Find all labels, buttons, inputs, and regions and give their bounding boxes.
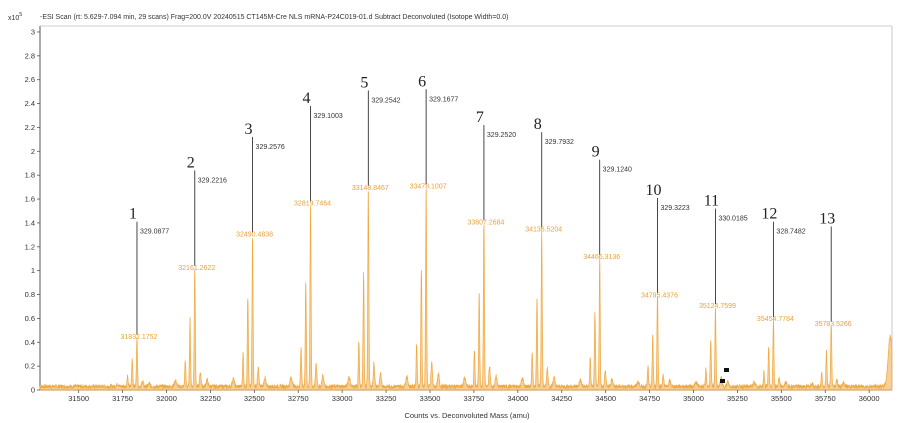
- peak-number-8: 8: [534, 116, 542, 133]
- cursor-marker-upper: [724, 368, 729, 372]
- y-tick-label: 1.6: [25, 195, 35, 204]
- x-axis-label: Counts vs. Deconvoluted Mass (amu): [404, 411, 530, 420]
- x-tick-label: 32750: [288, 394, 309, 403]
- peak-number-11: 11: [704, 193, 719, 210]
- peak-mass-4: 32819.7464: [294, 200, 331, 207]
- y-tick-label: 1.4: [25, 218, 35, 227]
- x-tick-label: 31500: [68, 394, 89, 403]
- peak-mass-3: 32490.4838: [236, 231, 273, 238]
- peak-mass-9: 34466.3136: [583, 254, 620, 261]
- peak-delta-5: 329.2542: [371, 97, 400, 104]
- peak-mass-11: 35124.7599: [699, 303, 736, 310]
- x-tick-label: 34250: [551, 394, 572, 403]
- y-tick-label: 1.8: [25, 171, 35, 180]
- peak-delta-8: 329.7932: [545, 139, 574, 146]
- x-tick-label: 33750: [463, 394, 484, 403]
- y-tick-label: 2.8: [25, 51, 35, 60]
- y-tick-label: 0.4: [25, 338, 35, 347]
- peak-number-2: 2: [187, 154, 195, 171]
- peak-number-10: 10: [645, 182, 661, 199]
- peak-number-12: 12: [761, 206, 777, 223]
- x-tick-label: 34000: [507, 394, 528, 403]
- y-tick-label: 0.8: [25, 290, 35, 299]
- cursor-markers: [720, 368, 729, 383]
- peak-number-13: 13: [819, 210, 835, 227]
- y-tick-label: 2.2: [25, 123, 35, 132]
- peak-mass-8: 34136.5204: [525, 227, 562, 234]
- peak-delta-12: 328.7482: [776, 229, 805, 236]
- peak-delta-2: 329.2216: [198, 177, 227, 184]
- spectrum-trace-path: [39, 188, 893, 391]
- chart-title: -ESI Scan (rt: 5.629-7.094 min, 29 scans…: [40, 14, 508, 21]
- x-tick-label: 36000: [859, 394, 880, 403]
- y-tick-label: 1: [31, 266, 35, 275]
- spectrum-trace: [39, 188, 893, 391]
- peak-mass-6: 33478.1007: [410, 184, 447, 191]
- x-tick-label: 34500: [595, 394, 616, 403]
- y-tick-label: 2.6: [25, 75, 35, 84]
- peak-delta-10: 329.3223: [660, 205, 689, 212]
- y-tick-label: 0.2: [25, 362, 35, 371]
- peak-delta-3: 329.2576: [256, 144, 285, 151]
- y-tick-label: 0.6: [25, 314, 35, 323]
- peak-delta-6: 329.1677: [429, 96, 458, 103]
- peak-number-7: 7: [476, 109, 484, 126]
- peak-annotations: 1329.087731832.17522329.221632161.262233…: [120, 73, 851, 341]
- y-tick-label: 1.2: [25, 242, 35, 251]
- x-tick-label: 31750: [112, 394, 133, 403]
- peak-number-1: 1: [129, 206, 137, 223]
- peak-mass-10: 34795.4376: [641, 292, 678, 299]
- x-tick-label: 32250: [200, 394, 221, 403]
- peak-delta-1: 329.0877: [140, 229, 169, 236]
- x-tick-label: 35500: [771, 394, 792, 403]
- x-tick-label: 35000: [683, 394, 704, 403]
- peak-mass-2: 32161.2622: [178, 265, 215, 272]
- y-tick-label: 3: [31, 27, 35, 36]
- x-tick-label: 32000: [156, 394, 177, 403]
- y-tick-label: 2: [31, 147, 35, 156]
- peak-delta-11: 330.0185: [718, 216, 747, 223]
- peak-delta-4: 329.1003: [314, 113, 343, 120]
- x-tick-label: 35250: [727, 394, 748, 403]
- peak-number-5: 5: [360, 74, 368, 91]
- axis-ticks: 0 0.2 0.4 0.6 0.8 1 1.2 1.4 1.6 1.8 2 2.2 2.4 2.6 2.8 3…: [25, 27, 880, 403]
- cursor-marker-lower: [720, 379, 725, 383]
- peak-mass-7: 33807.2684: [467, 219, 504, 226]
- peak-number-4: 4: [303, 90, 311, 107]
- y-tick-label: 2.4: [25, 99, 35, 108]
- y-scale-label: x105: [8, 12, 22, 22]
- peak-delta-7: 329.2520: [487, 132, 516, 139]
- peak-mass-1: 31832.1752: [120, 334, 157, 341]
- peak-mass-13: 35783.5266: [815, 321, 852, 328]
- y-tick-label: 0: [31, 386, 35, 395]
- peak-number-3: 3: [245, 121, 253, 138]
- peak-delta-9: 329.1240: [603, 167, 632, 174]
- peak-mass-5: 33148.8467: [352, 185, 389, 192]
- x-tick-label: 33000: [332, 394, 353, 403]
- peak-number-9: 9: [592, 144, 600, 161]
- x-tick-label: 33500: [420, 394, 441, 403]
- x-tick-label: 32500: [244, 394, 265, 403]
- x-tick-label: 33250: [376, 394, 397, 403]
- peak-mass-12: 35454.7784: [757, 316, 794, 323]
- peak-number-6: 6: [418, 73, 426, 90]
- x-tick-label: 34750: [639, 394, 660, 403]
- x-tick-label: 35750: [815, 394, 836, 403]
